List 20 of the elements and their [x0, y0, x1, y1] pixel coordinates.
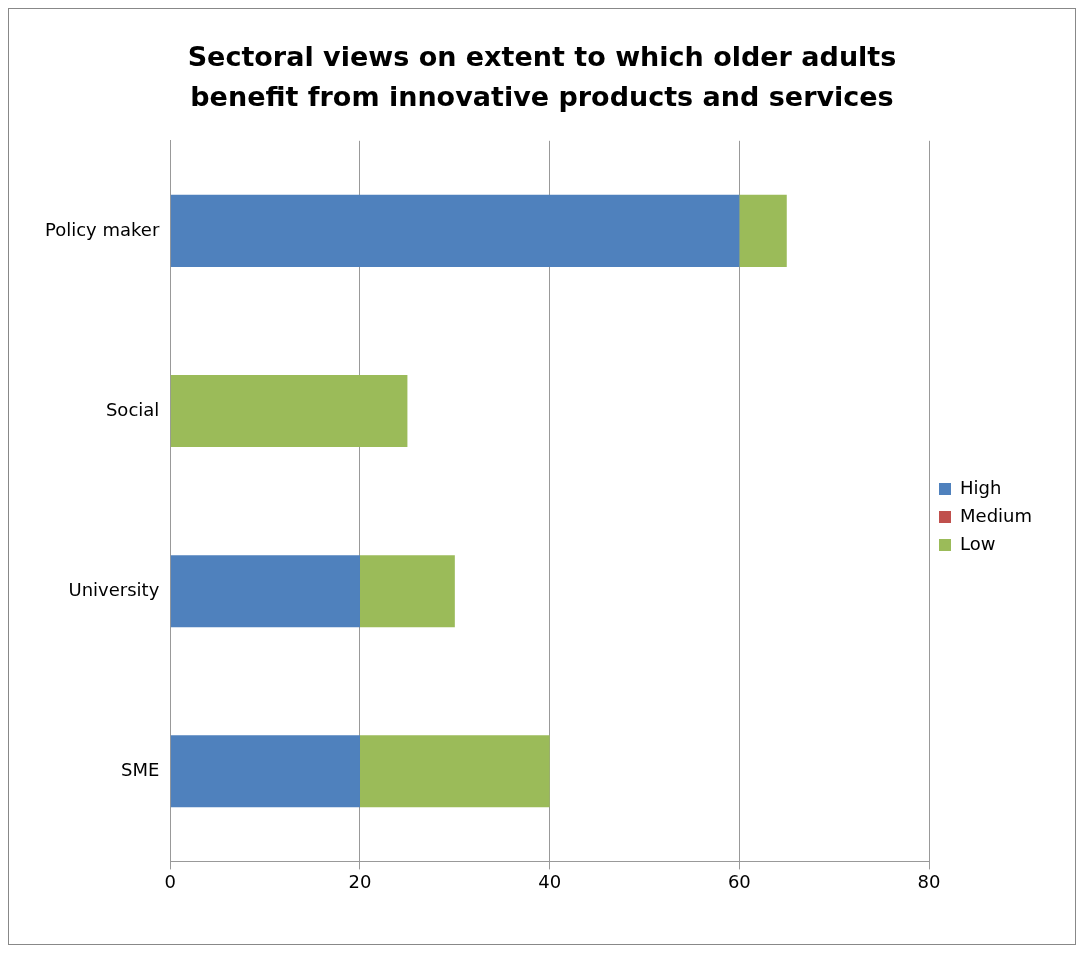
y-tick-label: Policy maker: [44, 218, 160, 240]
x-tick-label: 40: [538, 870, 562, 892]
x-tick-label: 20: [348, 870, 372, 892]
y-tick-label: SME: [120, 759, 160, 780]
y-tick-label: University: [68, 578, 160, 600]
x-tick-label: 80: [917, 870, 941, 892]
legend-label: Low: [960, 532, 996, 554]
bar: [170, 735, 360, 808]
bar: [739, 194, 787, 267]
bar: [170, 194, 740, 267]
bar: [360, 555, 455, 628]
bar: [170, 555, 360, 628]
x-tick-label: 60: [727, 870, 751, 892]
chart-title: Sectoral views on extent to which older adults benefit from innovative products and services: [186, 40, 898, 114]
y-tick-label: Social: [105, 398, 160, 420]
bar: [360, 735, 550, 808]
x-tick-label: 0: [164, 870, 177, 892]
legend-label: Medium: [960, 504, 1033, 526]
legend-label: High: [960, 476, 1002, 498]
bar: [170, 375, 408, 448]
